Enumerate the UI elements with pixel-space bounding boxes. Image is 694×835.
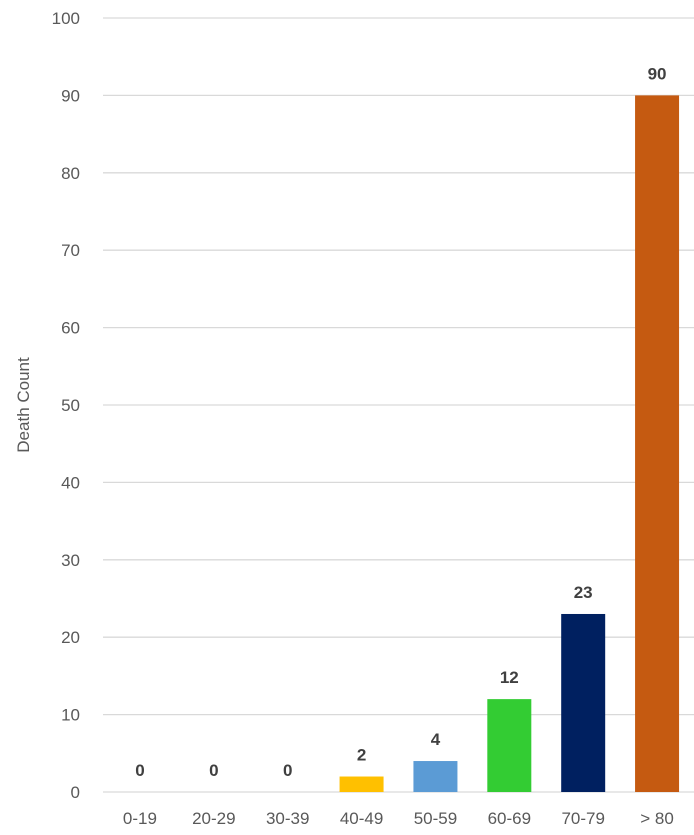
data-labels: 0 0 0 2 4 12 23 90 (135, 64, 666, 780)
x-tick-label: 0-19 (123, 809, 157, 828)
data-label: 90 (648, 64, 667, 83)
y-axis-ticks: 0 10 20 30 40 50 60 70 80 90 100 (52, 9, 80, 802)
data-label: 4 (431, 730, 441, 749)
data-label: 12 (500, 668, 519, 687)
y-tick-label: 40 (61, 473, 80, 492)
y-tick-label: 20 (61, 628, 80, 647)
x-tick-label: 70-79 (561, 809, 604, 828)
data-label: 2 (357, 746, 366, 765)
y-tick-label: 70 (61, 241, 80, 260)
bar-60-69 (487, 699, 532, 792)
bar-70-79 (561, 613, 606, 792)
bar-40-49 (339, 776, 384, 792)
x-tick-label: 20-29 (192, 809, 235, 828)
y-tick-label: 80 (61, 164, 80, 183)
y-tick-label: 50 (61, 396, 80, 415)
gridlines (103, 17, 694, 793)
data-label: 0 (283, 761, 292, 780)
data-label: 23 (574, 583, 593, 602)
x-tick-label: 30-39 (266, 809, 309, 828)
x-axis-ticks: 0-19 20-29 30-39 40-49 50-59 60-69 70-79 > 80 (123, 809, 674, 828)
data-label: 0 (209, 761, 218, 780)
y-tick-label: 60 (61, 319, 80, 338)
bar-80 (635, 95, 680, 792)
bar-50-59 (413, 761, 458, 792)
x-tick-label: > 80 (640, 809, 674, 828)
data-label: 0 (135, 761, 144, 780)
x-tick-label: 50-59 (414, 809, 457, 828)
y-tick-label: 100 (52, 9, 80, 28)
bars (339, 95, 680, 792)
y-tick-label: 0 (71, 783, 80, 802)
y-axis-title: Death Count (14, 357, 33, 453)
y-tick-label: 10 (61, 706, 80, 725)
y-tick-label: 30 (61, 551, 80, 570)
y-tick-label: 90 (61, 86, 80, 105)
x-tick-label: 60-69 (488, 809, 531, 828)
x-tick-label: 40-49 (340, 809, 383, 828)
